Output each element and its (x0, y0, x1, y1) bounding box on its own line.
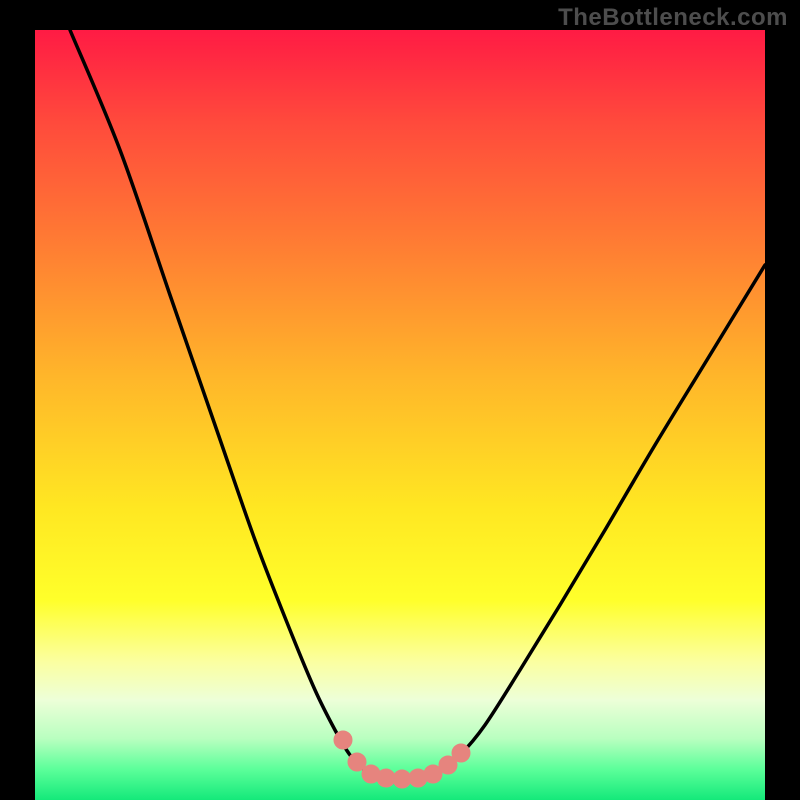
curve-layer (0, 0, 800, 800)
chart-container: TheBottleneck.com (0, 0, 800, 800)
marker-point (334, 731, 352, 749)
bottleneck-curve (70, 30, 765, 779)
marker-point (348, 753, 366, 771)
watermark-text: TheBottleneck.com (558, 4, 788, 32)
marker-point (377, 769, 395, 787)
marker-point (452, 744, 470, 762)
marker-point (393, 770, 411, 788)
